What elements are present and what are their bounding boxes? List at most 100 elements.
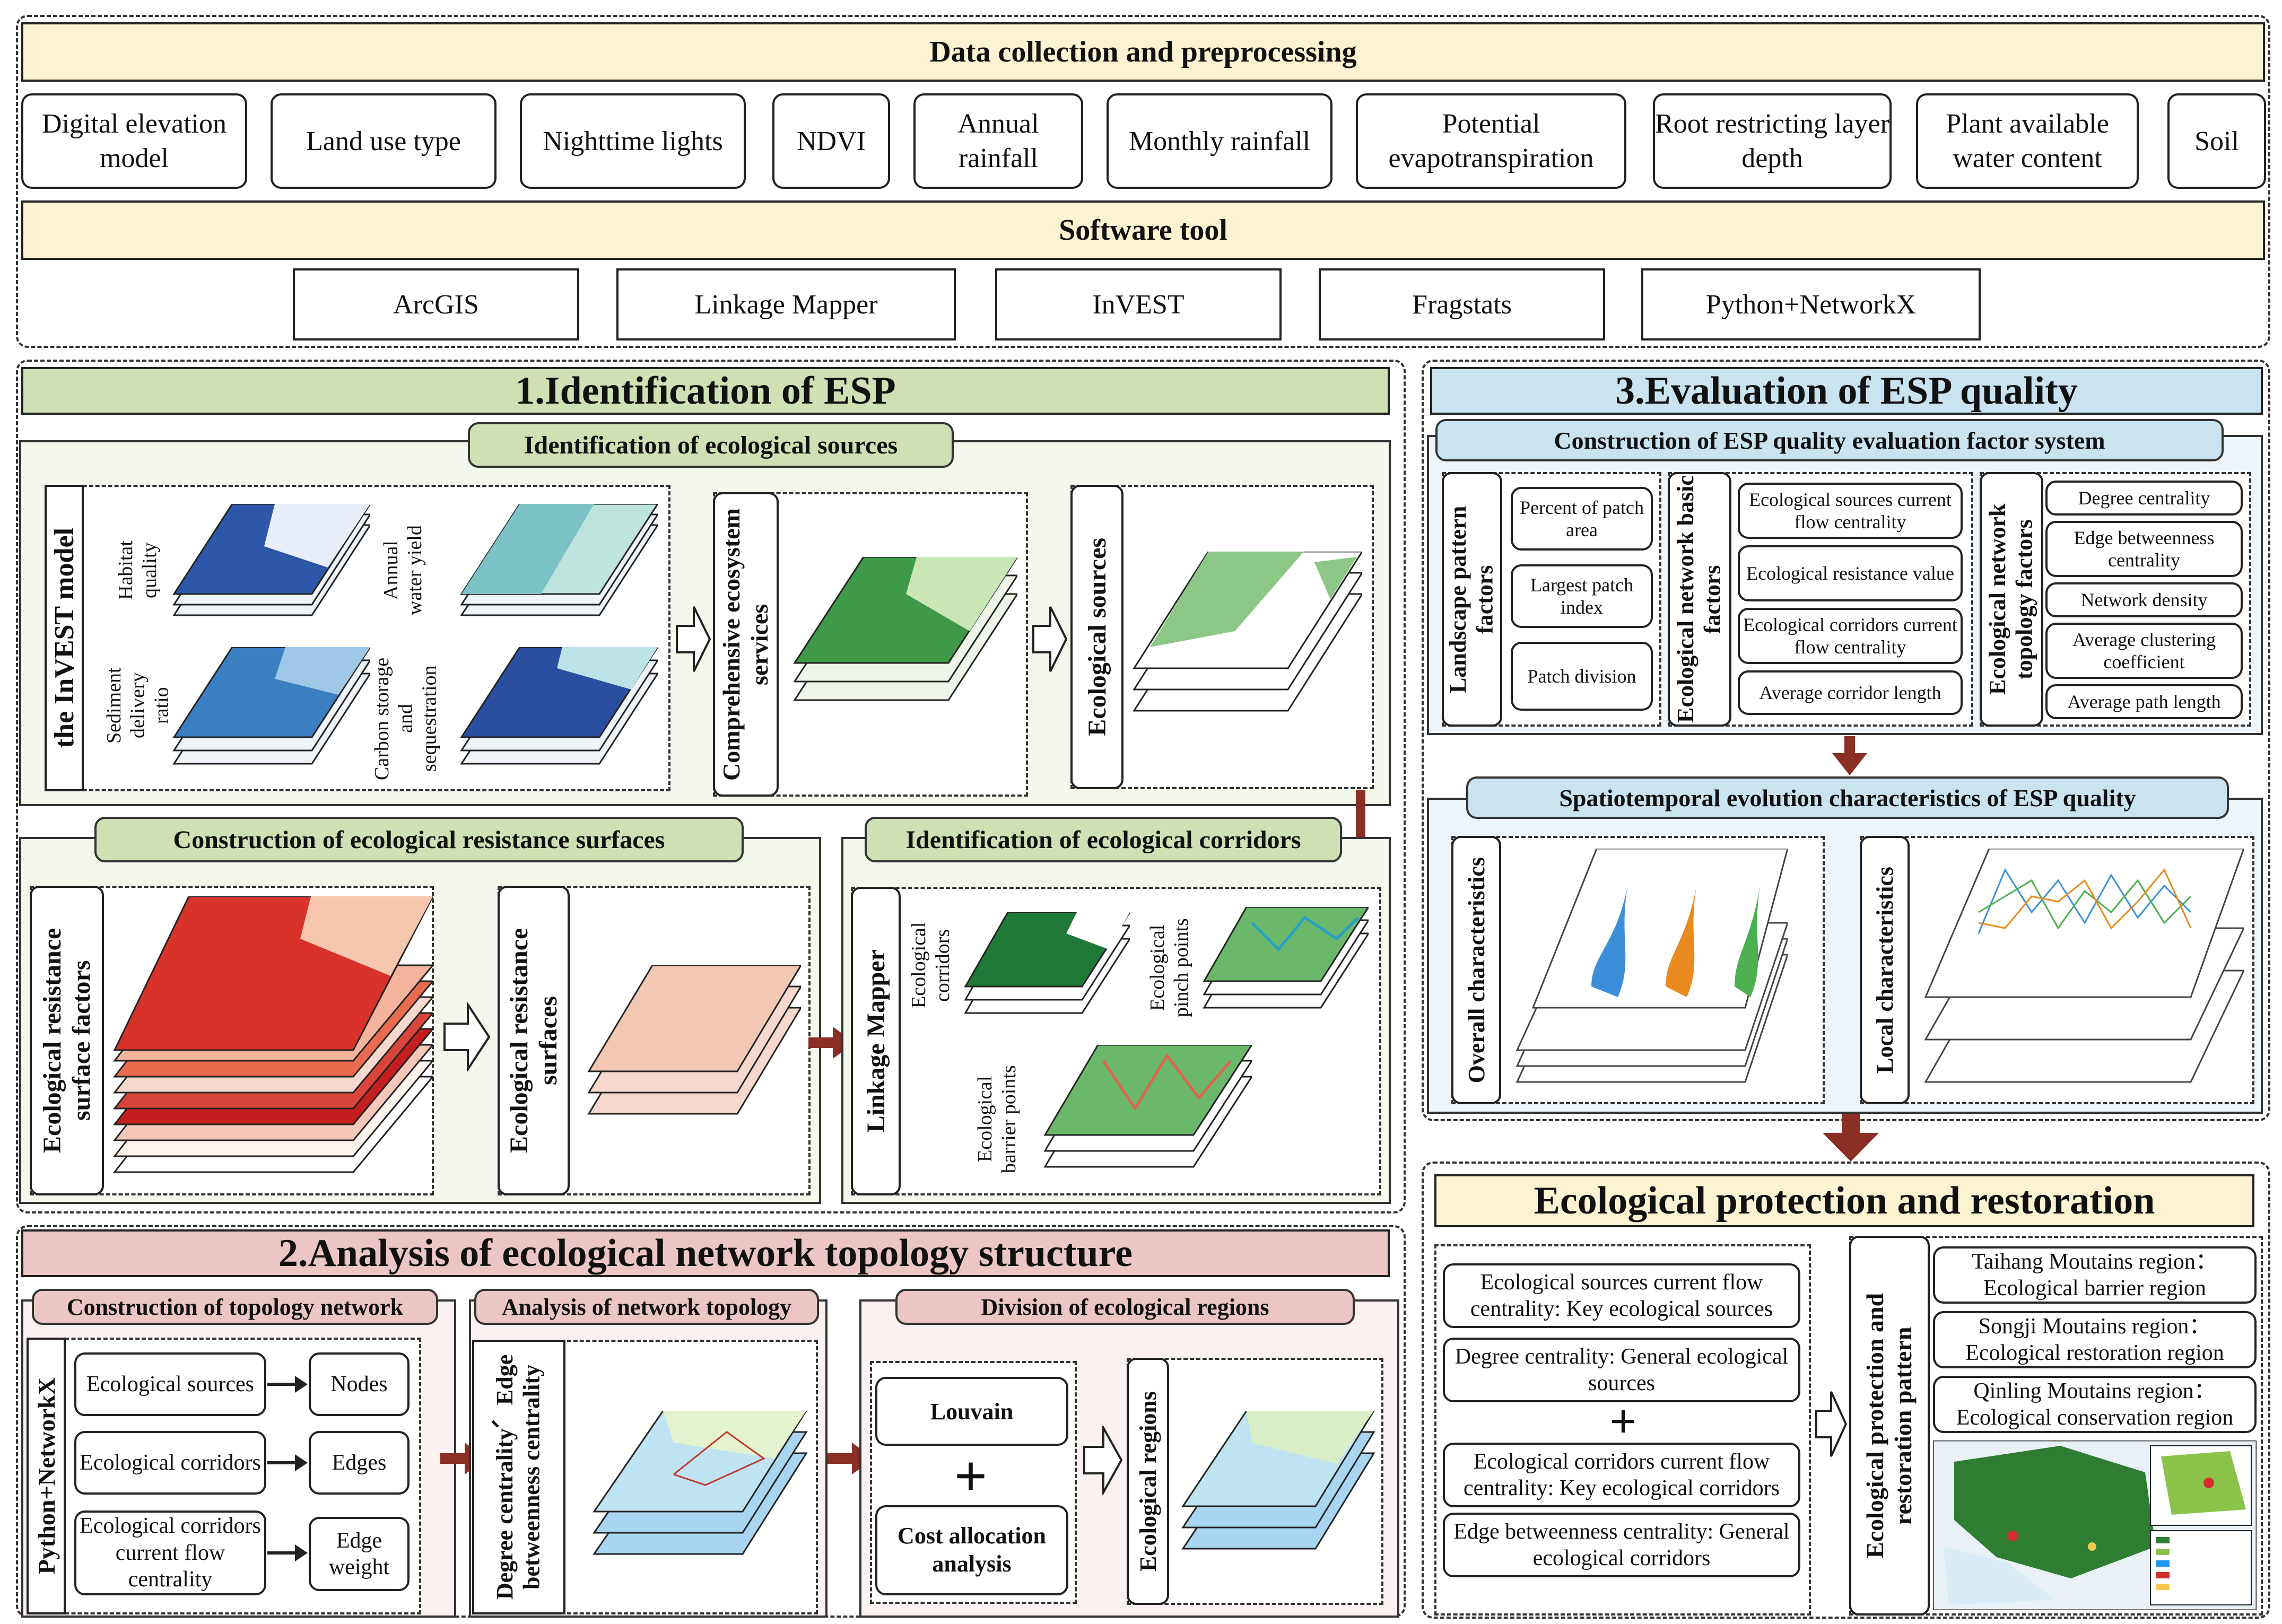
local-label: Local characteristics xyxy=(1871,867,1898,1073)
map-stack-sediment xyxy=(172,647,370,765)
map-stack-carbon xyxy=(460,647,658,765)
s4-left-item: Degree centrality: General ecological so… xyxy=(1443,1338,1800,1402)
eco-regions-label: Ecological regions xyxy=(1135,1391,1161,1572)
data-item: Land use type xyxy=(271,93,497,189)
software-item: Python+NetworkX xyxy=(1641,268,1981,340)
topology-item: Degree centrality xyxy=(2045,481,2243,516)
region-item: Taihang Moutains region：Ecological barri… xyxy=(1933,1246,2257,1304)
black-arrow-icon xyxy=(267,1454,308,1471)
s4-left-item: Ecological corridors current flow centra… xyxy=(1443,1443,1800,1507)
plus-icon: + xyxy=(1609,1395,1637,1448)
black-arrow-icon xyxy=(267,1544,308,1561)
map-stack-habitat xyxy=(172,504,370,616)
region-item: Songji Moutains region：Ecological restor… xyxy=(1933,1311,2257,1368)
basic-label-box: Ecological network basic factors xyxy=(1668,472,1731,727)
software-item: Linkage Mapper xyxy=(616,268,956,340)
data-title: Data collection and preprocessing xyxy=(21,22,2265,82)
cost-allocation-box: Cost allocation analysis xyxy=(875,1505,1068,1595)
map-label: Annual water yield xyxy=(380,525,426,615)
data-section xyxy=(16,15,2270,348)
chart-stack-overall xyxy=(1515,849,1788,1083)
resistance-surfaces-label: Ecological resistance surfaces xyxy=(504,928,562,1154)
analysis-title: Analysis of network topology xyxy=(474,1289,819,1325)
software-item: ArcGIS xyxy=(293,268,579,340)
section-2-title: 2.Analysis of ecological network topolog… xyxy=(21,1229,1390,1277)
landscape-label-box: Landscape pattern factors xyxy=(1442,472,1502,727)
eco-regions-label-box: Ecological regions xyxy=(1127,1358,1169,1605)
corridor-label: Ecological pinch points xyxy=(1146,918,1192,1018)
comprehensive-label-box: Comprehensive ecosystem services xyxy=(713,492,779,797)
software-item: InVEST xyxy=(995,268,1282,340)
topology-item: Network density xyxy=(2045,582,2243,617)
topo-left-item: Ecological sources xyxy=(74,1352,266,1416)
plus-icon: + xyxy=(954,1443,988,1508)
section-4 xyxy=(1422,1162,2270,1619)
hollow-arrow-icon xyxy=(676,606,711,672)
comprehensive-label: Comprehensive ecosystem services xyxy=(718,508,773,781)
sources-title: Identification of ecological sources xyxy=(468,422,954,468)
data-item: Soil xyxy=(2167,93,2266,189)
eco-sources-label: Ecological sources xyxy=(1083,538,1111,736)
spatio-title: Spatiotemporal evolution characteristics… xyxy=(1466,776,2229,819)
basic-item: Ecological corridors current flow centra… xyxy=(1738,608,1963,664)
python-label-box: Python+NetworkX xyxy=(27,1338,66,1614)
topology-item: Average clustering coefficient xyxy=(2045,623,2243,679)
topo-right-item: Edges xyxy=(309,1431,410,1495)
landscape-item: Largest patch index xyxy=(1511,564,1653,628)
topo-left-item: Ecological corridors current flow centra… xyxy=(74,1511,266,1595)
topology-label-box: Ecological network topology factors xyxy=(1980,472,2043,727)
overall-label: Overall characteristics xyxy=(1463,857,1490,1084)
topo-left-item: Ecological corridors xyxy=(74,1431,266,1495)
red-arrow-icon xyxy=(1823,1114,1879,1162)
section-3-title: 3.Evaluation of ESP quality xyxy=(1430,367,2263,415)
black-arrow-icon xyxy=(267,1376,308,1393)
resistance-factors-label-box: Ecological resistance surface factors xyxy=(30,886,104,1195)
map-label: Habitat quality xyxy=(115,540,161,600)
map-stack-barrier xyxy=(1043,1045,1252,1168)
software-title: Software tool xyxy=(21,200,2265,260)
topology-item: Edge betweenness centrality xyxy=(2045,521,2243,577)
software-item: Fragstats xyxy=(1319,268,1605,340)
eco-sources-label-box: Ecological sources xyxy=(1070,485,1123,789)
data-item: Nighttime lights xyxy=(520,93,746,189)
map-stack-corridors xyxy=(964,912,1130,1014)
basic-item: Average corridor length xyxy=(1738,670,1963,715)
overall-label-box: Overall characteristics xyxy=(1451,836,1501,1104)
map-label: Carbon storage and sequestration xyxy=(370,657,441,780)
s4-left-item: Edge betweenness centrality: General eco… xyxy=(1443,1513,1800,1577)
hollow-arrow-icon xyxy=(1032,606,1067,672)
linkage-label-box: Linkage Mapper xyxy=(851,887,901,1195)
data-item: Potential evapotranspiration xyxy=(1356,93,1626,189)
topology-label: Ecological network topology factors xyxy=(1984,503,2037,695)
corridors-title: Identification of ecological corridors xyxy=(865,817,1342,862)
invest-label: the InVEST model xyxy=(49,528,80,748)
data-item: NDVI xyxy=(772,93,890,189)
topo-right-item: Nodes xyxy=(309,1352,410,1416)
map-stack-comprehensive xyxy=(793,557,1017,701)
local-label-box: Local characteristics xyxy=(1860,836,1910,1104)
resistance-factors-label: Ecological resistance surface factors xyxy=(38,928,95,1154)
map-stack-eco-sources xyxy=(1133,552,1362,712)
invest-label-box: the InVEST model xyxy=(45,485,84,791)
hollow-arrow-icon xyxy=(1815,1391,1847,1457)
region-item: Qinling Moutains region：Ecological conse… xyxy=(1933,1376,2257,1433)
map-stack-topology xyxy=(593,1411,808,1555)
map-stack-regions xyxy=(1181,1411,1375,1550)
map-stack-pinch xyxy=(1203,907,1369,1009)
data-item: Digital elevation model xyxy=(21,93,247,189)
map-label: Sediment delivery ratio xyxy=(102,667,173,744)
pattern-map xyxy=(1933,1440,2257,1610)
section-1-title: 1.Identification of ESP xyxy=(21,367,1390,415)
pattern-label-box: Ecological protection and restoration pa… xyxy=(1849,1236,1930,1616)
basic-item: Ecological sources current flow centrali… xyxy=(1738,483,1963,539)
data-item: Plant available water content xyxy=(1916,93,2139,189)
landscape-item: Percent of patch area xyxy=(1511,487,1653,551)
section-4-title: Ecological protection and restoration xyxy=(1434,1174,2254,1227)
map-stack-resistance-factors xyxy=(112,896,433,1173)
map-stack-water xyxy=(460,504,658,616)
s4-left-item: Ecological sources current flow centrali… xyxy=(1443,1263,1800,1328)
louvain-box: Louvain xyxy=(875,1377,1068,1446)
basic-label: Ecological network basic factors xyxy=(1673,475,1726,723)
hollow-arrow-icon xyxy=(443,1002,491,1071)
basic-item: Ecological resistance value xyxy=(1738,545,1963,601)
